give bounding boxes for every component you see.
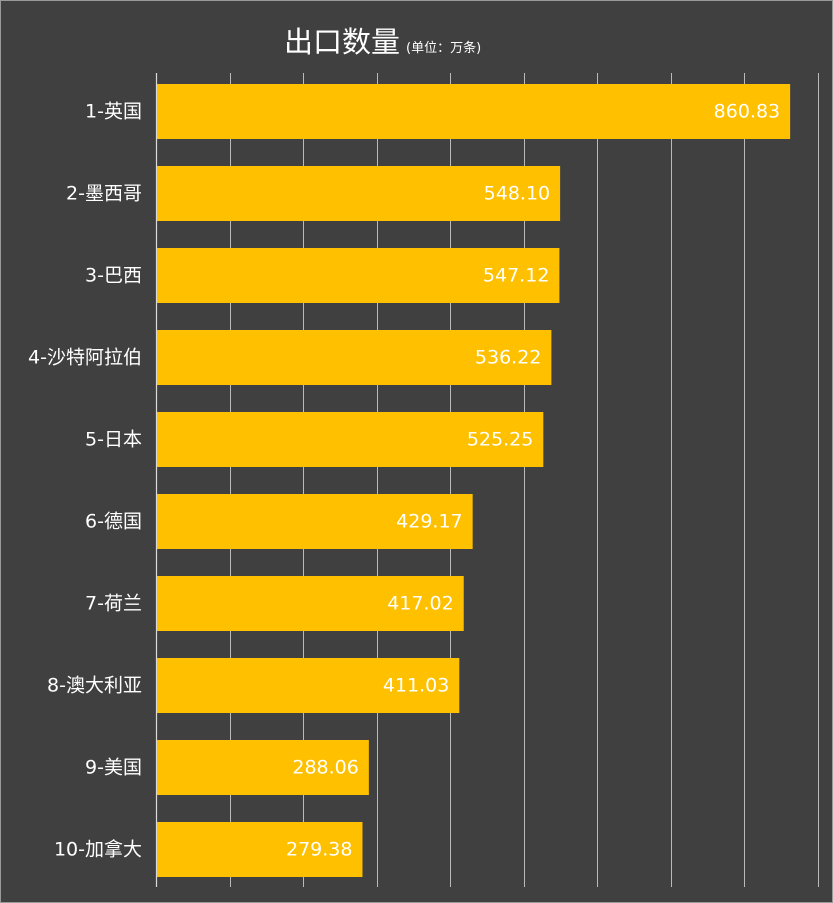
data-label: 536.22 [475, 347, 541, 369]
data-label: 279.38 [286, 839, 352, 861]
data-label: 548.10 [484, 183, 550, 205]
bar [157, 740, 369, 795]
category-label: 7-荷兰 [85, 593, 142, 615]
category-label: 4-沙特阿拉伯 [28, 347, 142, 369]
category-label: 8-澳大利亚 [47, 675, 142, 697]
data-label: 429.17 [396, 511, 462, 533]
bar [157, 412, 544, 467]
bar [157, 494, 473, 549]
chart-title-area: 出口数量 (单位：万条) [284, 19, 481, 61]
category-label: 2-墨西哥 [66, 183, 142, 205]
bar [157, 248, 560, 303]
bar [157, 330, 552, 385]
category-label: 10-加拿大 [54, 838, 142, 861]
category-label: 1-英国 [85, 101, 142, 123]
chart-subtitle: (单位：万条) [406, 41, 482, 56]
category-label: 3-巴西 [85, 265, 142, 287]
chart-title: 出口数量 [284, 25, 401, 59]
data-label: 417.02 [387, 593, 453, 615]
category-label: 9-美国 [85, 757, 142, 779]
bar [157, 822, 363, 877]
bar [157, 658, 460, 713]
data-label: 860.83 [714, 101, 780, 123]
category-label: 6-德国 [85, 511, 142, 533]
bars: 1-英国 860.83 2-墨西哥 548.10 3-巴西 547.12 4-沙特阿拉伯 53… [28, 84, 791, 877]
data-label: 411.03 [383, 675, 449, 697]
category-label: 5-日本 [85, 429, 142, 451]
data-label: 288.06 [292, 757, 358, 779]
bar [157, 576, 464, 631]
data-label: 525.25 [467, 429, 533, 451]
bar [157, 166, 561, 221]
bar [157, 84, 791, 139]
data-label: 547.12 [483, 265, 549, 287]
